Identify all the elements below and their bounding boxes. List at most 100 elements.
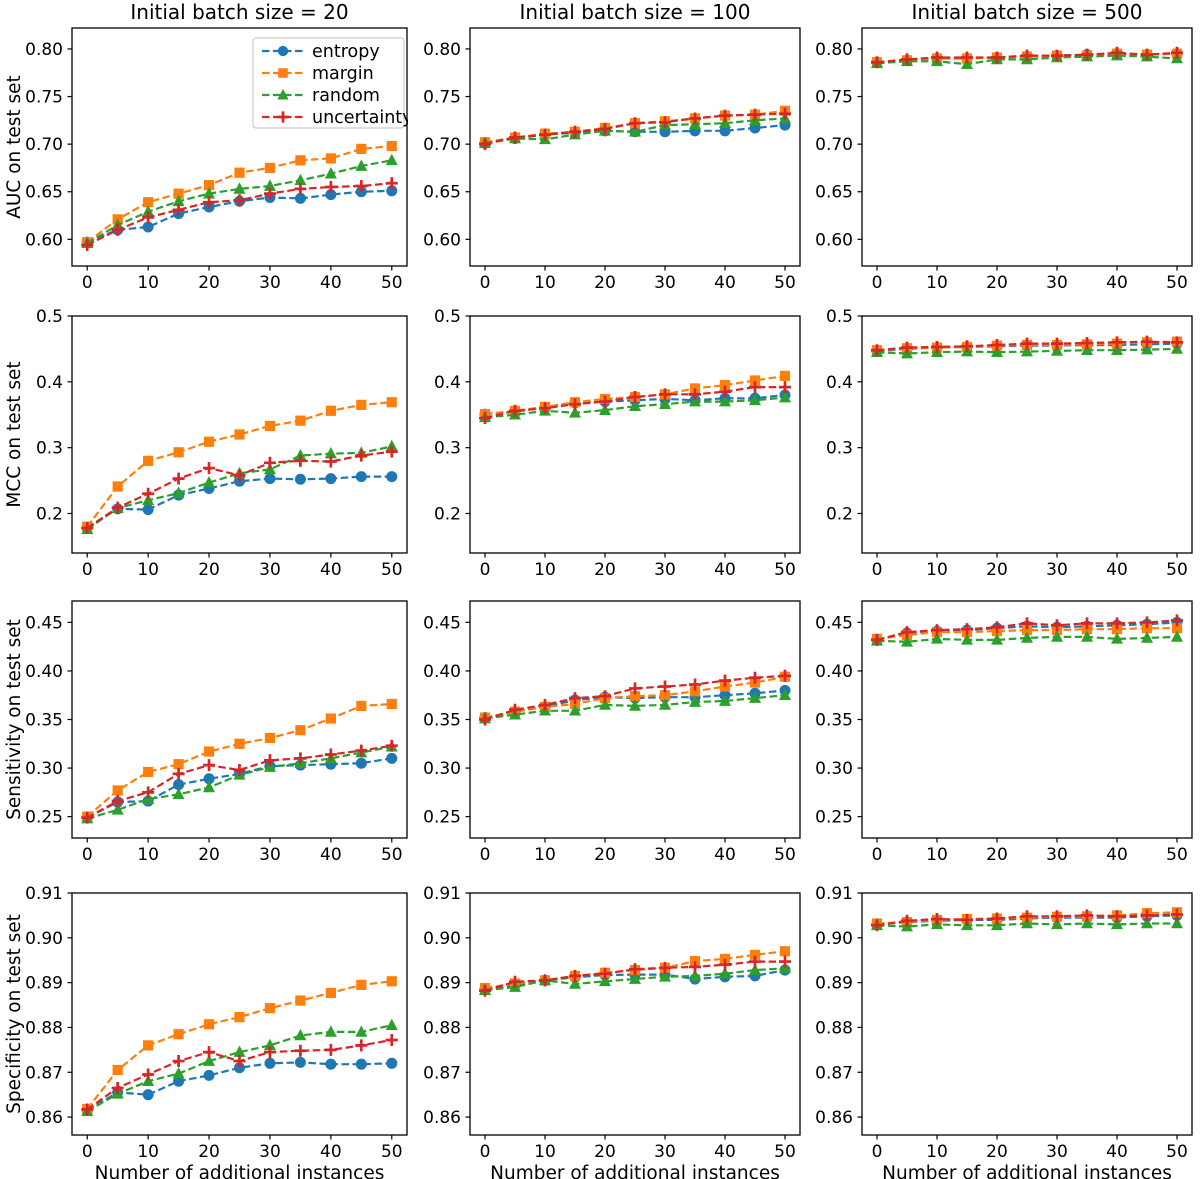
- series-marker-random: [689, 695, 701, 707]
- subplot-mcc-batch100: 0 10 20 30 40 50 0.2 0.3 0.4 0.5: [434, 307, 801, 580]
- plot-frame: [71, 600, 408, 839]
- series-marker-uncertainty: [629, 963, 641, 976]
- series-line-entropy: [86, 1061, 392, 1112]
- series-marker-uncertainty: [1051, 910, 1063, 923]
- subplot-auc-batch100: 0 10 20 30 40 50 0.60 0.65 0.70 0.75 0.80 Initial b…: [423, 0, 801, 293]
- series-marker-margin: [173, 447, 184, 458]
- series-marker-margin: [749, 949, 761, 960]
- series-marker-entropy: [719, 125, 731, 137]
- x-tick-label: 40: [714, 1142, 736, 1162]
- series-marker-margin: [234, 167, 245, 178]
- y-tick-label: 0.89: [423, 974, 461, 994]
- series-marker-entropy: [294, 192, 306, 204]
- x-tick-label: 10: [137, 845, 159, 865]
- series-marker-random: [324, 167, 337, 179]
- series-marker-random: [1051, 344, 1063, 356]
- series-line-random: [484, 694, 786, 720]
- series-line-margin: [86, 401, 392, 528]
- y-tick-label: 0.87: [815, 1063, 853, 1083]
- x-tick-label: 50: [381, 273, 403, 293]
- x-tick-label: 20: [594, 1142, 616, 1162]
- y-tick-label: 0.91: [815, 885, 853, 904]
- x-tick-label: 20: [198, 1142, 220, 1162]
- subplot-sensitivity-batch20: 0 10 20 30 40 50 0.25 0.30 0.35 0.40 0.45Sensitivi…: [4, 600, 408, 865]
- x-tick-label: 50: [1166, 273, 1188, 293]
- y-tick-label: 0.89: [815, 974, 853, 994]
- series-marker-random: [263, 179, 276, 191]
- x-tick-label: 40: [1106, 560, 1128, 580]
- series-marker-uncertainty: [263, 187, 276, 200]
- series-marker-random: [172, 194, 185, 207]
- y-tick-label: 0.40: [815, 662, 853, 682]
- cell-specificity-batch500: 0 10 20 30 40 50 0.86 0.87 0.88 0.89 0.90 0.91 Numbe…: [804, 885, 1200, 1179]
- legend-marker-random: [277, 88, 289, 100]
- x-tick-label: 30: [259, 845, 281, 865]
- legend-marker-entropy: [277, 45, 289, 57]
- series-marker-random: [1111, 632, 1123, 644]
- series-marker-margin: [295, 995, 306, 1006]
- y-tick-label: 0.91: [423, 885, 461, 904]
- series-marker-uncertainty: [1141, 48, 1153, 61]
- y-tick-label: 0.90: [423, 929, 461, 949]
- series-line-random: [86, 445, 393, 531]
- x-tick-label: 40: [1106, 273, 1128, 293]
- series-marker-uncertainty: [142, 487, 155, 500]
- series-marker-margin: [386, 976, 397, 987]
- y-axis-label: AUC on test set: [4, 75, 25, 219]
- x-tick-label: 20: [594, 273, 616, 293]
- x-tick-label: 50: [774, 560, 796, 580]
- series-marker-random: [991, 633, 1003, 645]
- x-tick-label: 50: [1166, 845, 1188, 865]
- series-marker-random: [599, 974, 611, 987]
- series-marker-uncertainty: [81, 521, 94, 534]
- plot-title: Initial batch size = 100: [520, 0, 751, 24]
- series-marker-random: [659, 397, 671, 410]
- series-marker-uncertainty: [294, 1044, 307, 1057]
- series-marker-entropy: [233, 1062, 246, 1074]
- series-marker-uncertainty: [961, 340, 973, 353]
- series-marker-random: [749, 393, 761, 406]
- y-tick-label: 0.65: [423, 183, 461, 203]
- series-marker-random: [324, 446, 337, 459]
- series-marker-uncertainty: [1111, 617, 1123, 630]
- y-tick-label: 0.88: [25, 1018, 63, 1038]
- plot-frame: [861, 27, 1193, 267]
- series-marker-uncertainty: [233, 469, 246, 482]
- series-marker-random: [1141, 342, 1153, 355]
- series-line-random: [484, 117, 786, 145]
- series-marker-margin: [173, 1029, 184, 1040]
- y-tick-label: 0.75: [25, 88, 63, 108]
- series-marker-margin: [112, 785, 123, 796]
- series-marker-random: [629, 125, 641, 137]
- series-marker-random: [1111, 343, 1123, 356]
- y-tick-label: 0.80: [25, 40, 63, 60]
- y-tick-label: 0.87: [25, 1063, 63, 1083]
- x-tick-label: 40: [714, 273, 736, 293]
- series-marker-uncertainty: [142, 786, 155, 799]
- legend-label: margin: [312, 64, 374, 84]
- y-tick-label: 0.86: [815, 1108, 853, 1128]
- series-marker-random: [355, 1025, 368, 1037]
- series-marker-random: [1081, 343, 1093, 356]
- series-marker-random: [961, 633, 973, 645]
- series-marker-random: [355, 159, 368, 171]
- series-line-margin: [484, 675, 786, 719]
- series-marker-uncertainty: [719, 674, 731, 687]
- series-marker-random: [659, 970, 671, 982]
- series-marker-random: [599, 403, 611, 415]
- series-marker-uncertainty: [355, 449, 368, 462]
- series-line-margin: [86, 980, 392, 1110]
- y-tick-label: 0.4: [826, 373, 853, 393]
- series-marker-uncertainty: [779, 669, 791, 682]
- plot-frame: [469, 600, 801, 839]
- x-tick-label: 0: [872, 560, 883, 580]
- plot-frame: [71, 315, 408, 554]
- series-marker-entropy: [355, 471, 367, 483]
- series-marker-margin: [264, 732, 276, 744]
- series-marker-random: [1141, 631, 1153, 643]
- x-tick-label: 30: [259, 1142, 281, 1162]
- x-tick-label: 20: [986, 273, 1008, 293]
- series-marker-uncertainty: [509, 404, 521, 417]
- series-marker-uncertainty: [142, 1068, 155, 1081]
- x-tick-label: 10: [137, 560, 159, 580]
